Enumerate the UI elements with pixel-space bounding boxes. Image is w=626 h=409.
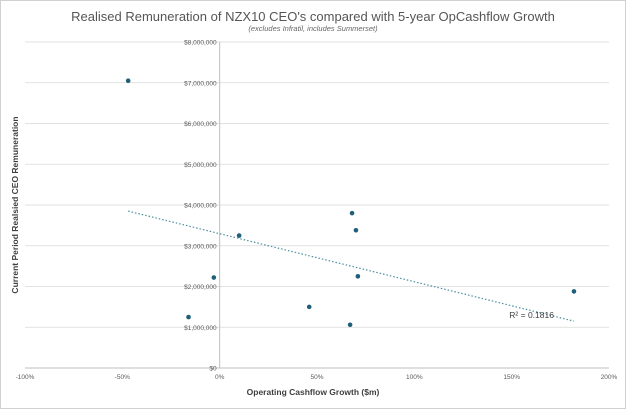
y-tick-label: $2,000,000 bbox=[184, 284, 217, 291]
data-point-6 bbox=[349, 210, 355, 216]
data-point-1 bbox=[186, 314, 191, 320]
data-point-0 bbox=[125, 78, 131, 84]
y-tick-label: $6,000,000 bbox=[184, 121, 217, 128]
data-point-9 bbox=[571, 289, 577, 294]
y-tick-label: $4,000,000 bbox=[184, 203, 217, 210]
x-tick-label: 200% bbox=[601, 374, 618, 381]
data-point-3 bbox=[236, 233, 242, 238]
y-tick-label: $0 bbox=[209, 366, 217, 373]
chart-title: Realised Remuneration of NZX10 CEO's com… bbox=[71, 9, 555, 24]
y-tick-label: $8,000,000 bbox=[184, 40, 217, 47]
x-tick-label: 0% bbox=[215, 374, 225, 381]
data-point-8 bbox=[355, 274, 361, 279]
y-tick-label: $5,000,000 bbox=[184, 162, 217, 169]
y-tick-label: $7,000,000 bbox=[184, 80, 217, 87]
x-tick-label: 100% bbox=[406, 374, 423, 381]
data-point-4 bbox=[306, 304, 312, 310]
data-point-5 bbox=[347, 322, 353, 328]
trendline bbox=[128, 210, 575, 322]
x-tick-label: -50% bbox=[115, 374, 130, 381]
x-tick-label: 50% bbox=[310, 374, 323, 381]
x-tick-label: 150% bbox=[503, 374, 520, 381]
y-tick-label: $1,000,000 bbox=[184, 325, 217, 332]
y-tick-label: $3,000,000 bbox=[184, 243, 217, 250]
r-squared-label: R² = 0.1816 bbox=[509, 310, 554, 320]
x-tick-label: -100% bbox=[16, 374, 35, 381]
chart-subtitle: (excludes Infratil, includes Summerset) bbox=[248, 24, 378, 33]
x-axis-label: Operating Cashflow Growth ($m) bbox=[246, 387, 380, 397]
data-point-7 bbox=[353, 227, 359, 233]
data-point-2 bbox=[211, 275, 217, 280]
